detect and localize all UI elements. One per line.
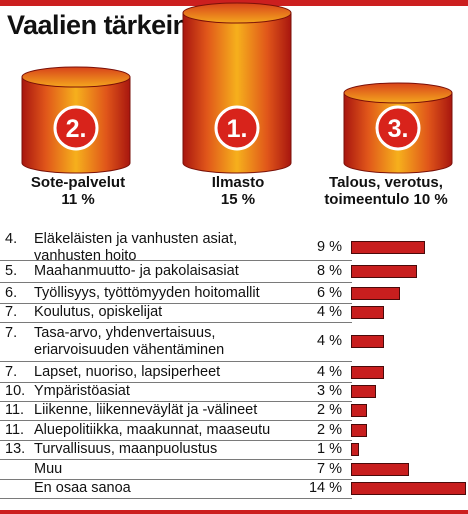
- row-bar: [351, 335, 384, 348]
- row-percent: 9 %: [317, 239, 342, 255]
- row-bar: [351, 404, 367, 417]
- podium-label: Sote-palvelut 11 %: [8, 174, 148, 208]
- rank-badge-label: 3.: [388, 115, 409, 143]
- row-rank: 13.: [5, 441, 26, 457]
- row-label: Työllisyys, työttömyyden hoitomallit: [34, 285, 304, 302]
- row-label-line2: eriarvoisuuden vähentäminen: [34, 342, 225, 358]
- row-percent: 6 %: [317, 285, 342, 301]
- row-separator: [0, 420, 352, 421]
- row-rank: 11.: [5, 422, 25, 438]
- row-bar: [351, 287, 400, 300]
- row-percent: 2 %: [317, 402, 342, 418]
- row-separator: [0, 440, 352, 441]
- row-separator: [0, 459, 352, 460]
- row-rank: 4.: [5, 231, 18, 247]
- row-label-line1: Liikenne, liikenneväylät ja -välineet: [34, 402, 258, 418]
- row-separator: [0, 260, 352, 261]
- row-percent: 4 %: [317, 333, 342, 349]
- podium-label-line2: 15 %: [220, 191, 256, 208]
- podium-label: Talous, verotus, toimeentulo 10 %: [305, 174, 467, 208]
- row-label-line1: Maahanmuutto- ja pakolaisasiat: [34, 263, 239, 279]
- row-label: Aluepolitiikka, maakunnat, maaseutu: [34, 422, 304, 439]
- row-bar: [351, 482, 466, 495]
- row-rank: 7.: [5, 325, 18, 341]
- row-percent: 14 %: [308, 480, 342, 496]
- row-label: Liikenne, liikenneväylät ja -välineet: [34, 402, 304, 419]
- podium-cylinder-body: [182, 12, 292, 174]
- row-bar: [351, 241, 425, 254]
- row-separator: [0, 401, 352, 402]
- row-rank: 5.: [5, 263, 18, 279]
- podium-label-line1: Ilmasto: [211, 174, 265, 191]
- row-label: En osaa sanoa: [34, 480, 304, 497]
- row-rank: 10.: [5, 383, 26, 399]
- row-label-line1: Työllisyys, työttömyyden hoitomallit: [34, 285, 260, 301]
- row-separator: [0, 498, 352, 499]
- row-label-line1: En osaa sanoa: [34, 480, 131, 496]
- row-rank: 6.: [5, 285, 18, 301]
- row-label-line1: Tasa-arvo, yhdenvertaisuus,: [34, 325, 216, 341]
- row-bar: [351, 366, 384, 379]
- rank-badge: [53, 105, 99, 151]
- row-separator: [0, 382, 352, 383]
- row-percent: 7 %: [317, 461, 342, 477]
- row-label: Maahanmuutto- ja pakolaisasiat: [34, 263, 304, 280]
- podium-label-line1: Sote-palvelut: [30, 174, 126, 191]
- row-label-line1: Aluepolitiikka, maakunnat, maaseutu: [34, 422, 271, 438]
- row-label-line1: Ympäristöasiat: [34, 383, 130, 399]
- row-label: Tasa-arvo, yhdenvertaisuus, eriarvoisuude…: [34, 325, 304, 359]
- row-label-line1: Eläkeläisten ja vanhusten asiat,: [34, 231, 238, 247]
- podium-label: Ilmasto 15 %: [168, 174, 308, 208]
- rank-badge: [214, 105, 260, 151]
- row-bar: [351, 385, 376, 398]
- row-separator: [0, 303, 352, 304]
- podium-label-line1: Talous, verotus,: [329, 174, 443, 191]
- row-separator: [0, 479, 352, 480]
- row-label: Koulutus, opiskelijat: [34, 304, 304, 321]
- podium-label-line2: 11 %: [61, 191, 95, 208]
- rank-badge-label: 1.: [227, 115, 248, 143]
- row-separator: [0, 361, 352, 362]
- row-percent: 8 %: [317, 263, 342, 279]
- row-percent: 3 %: [317, 383, 342, 399]
- row-percent: 4 %: [317, 364, 342, 380]
- podium-cylinder-top: [182, 2, 292, 24]
- podium-chart: 2. 1. 3.: [21, 2, 453, 174]
- row-percent: 4 %: [317, 304, 342, 320]
- row-percent: 1 %: [317, 441, 342, 457]
- row-rank: 7.: [5, 364, 18, 380]
- row-label-line1: Lapset, nuoriso, lapsiperheet: [34, 364, 221, 380]
- row-bar: [351, 424, 367, 437]
- row-bar: [351, 443, 359, 456]
- row-separator: [0, 282, 352, 283]
- row-label-line1: Koulutus, opiskelijat: [34, 304, 163, 320]
- row-label-line1: Muu: [34, 461, 63, 477]
- row-rank: 7.: [5, 304, 18, 320]
- podium-cylinder: 2.: [21, 66, 131, 174]
- row-percent: 2 %: [317, 422, 342, 438]
- row-bar: [351, 463, 409, 476]
- row-bar: [351, 306, 384, 319]
- podium-cylinder-top: [343, 82, 453, 104]
- row-separator: [0, 322, 352, 323]
- row-label: Muu: [34, 461, 304, 478]
- row-label: Turvallisuus, maanpuolustus: [34, 441, 304, 458]
- row-label: Ympäristöasiat: [34, 383, 304, 400]
- rank-badge: [375, 105, 421, 151]
- podium-cylinder: 3.: [343, 82, 453, 174]
- row-label: Lapset, nuoriso, lapsiperheet: [34, 364, 304, 381]
- podium-cylinder: 1.: [182, 2, 292, 174]
- bottom-accent-bar: [0, 510, 468, 514]
- row-bar: [351, 265, 417, 278]
- row-label-line1: Turvallisuus, maanpuolustus: [34, 441, 218, 457]
- row-rank: 11.: [5, 402, 25, 418]
- podium-label-line2: toimeentulo 10 %: [324, 191, 448, 208]
- rank-badge-label: 2.: [66, 115, 87, 143]
- podium-cylinder-top: [21, 66, 131, 88]
